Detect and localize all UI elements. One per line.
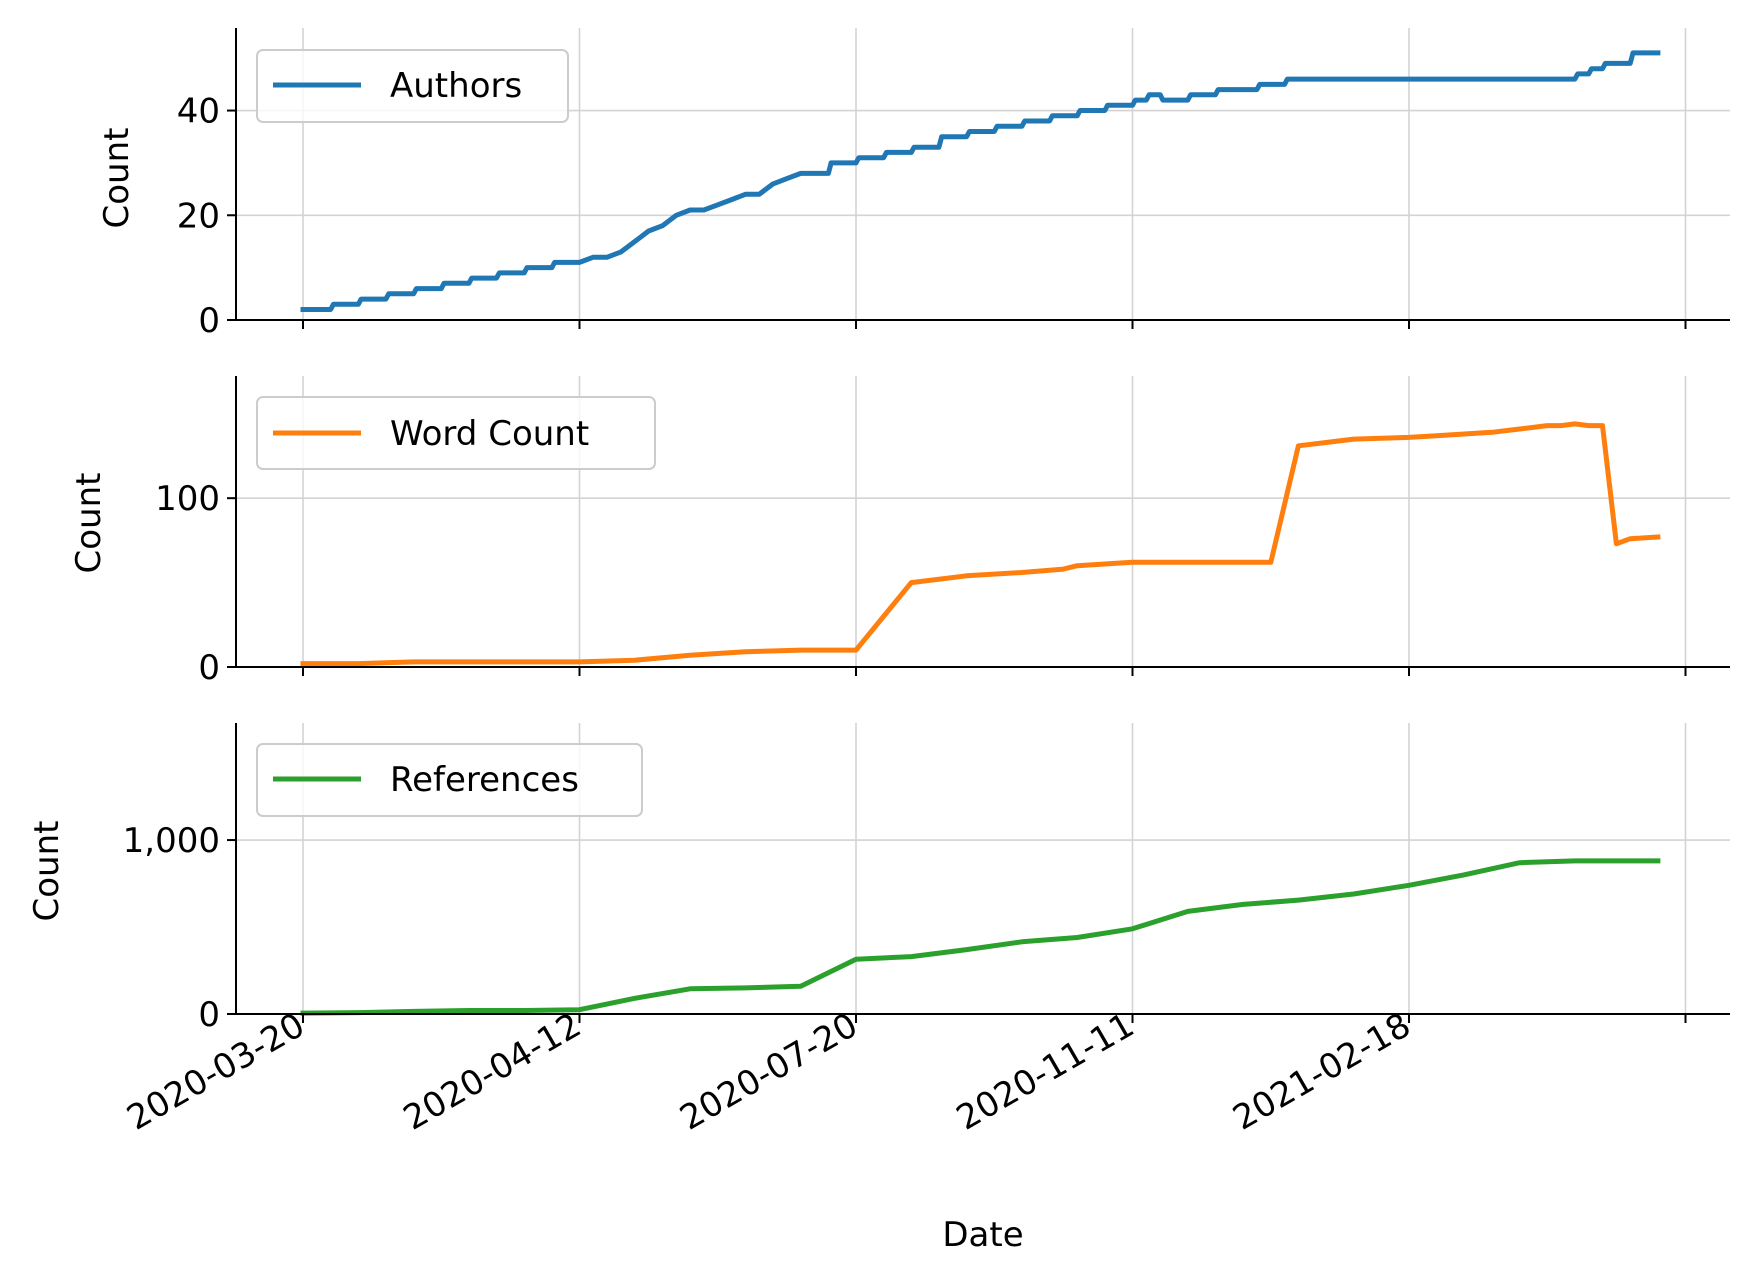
legend-label-authors: Authors <box>390 66 522 106</box>
series-line-references <box>300 858 1661 1016</box>
xticks-references <box>302 1014 1687 1023</box>
panel-references: 0 1,000 Count References <box>27 723 1730 1035</box>
legend-label-references: References <box>390 760 579 800</box>
series-authors <box>300 50 1661 312</box>
y-tick-label: 0 <box>198 648 220 688</box>
y-tick-label: 0 <box>198 301 220 341</box>
yticks-references: 0 1,000 <box>123 821 236 1035</box>
xticks-authors <box>302 320 1687 329</box>
panel-authors: 0 20 40 Count Authors <box>97 28 1730 341</box>
ylabel-references: Count <box>27 821 67 922</box>
legend-authors: Authors <box>256 49 569 123</box>
y-tick-label: 40 <box>177 92 220 132</box>
legend-label-word-count: Word Count <box>390 414 589 454</box>
yticks-word-count: 0 100 <box>155 479 236 688</box>
grid-authors <box>236 28 1730 320</box>
series-line-word-count <box>300 421 1661 667</box>
series-line-authors <box>300 50 1661 312</box>
legend-box-references <box>256 743 643 817</box>
yticks-authors: 0 20 40 <box>177 92 236 341</box>
series-word-count <box>300 421 1661 667</box>
legend-references: References <box>256 743 643 817</box>
y-tick-label: 0 <box>198 995 220 1035</box>
ylabel-word-count: Count <box>69 473 109 574</box>
y-tick-label: 20 <box>177 196 220 236</box>
x-axis-label: Date <box>942 1215 1023 1255</box>
panel-word-count: 0 100 Count Word Count <box>69 376 1730 688</box>
legend-word-count: Word Count <box>256 396 656 470</box>
legend-box-word-count <box>256 396 656 470</box>
y-tick-label: 1,000 <box>123 821 220 861</box>
ylabel-authors: Count <box>97 128 137 229</box>
legend-box-authors <box>256 49 569 123</box>
grid-references <box>236 723 1730 1014</box>
xticks-word-count <box>302 667 1687 676</box>
series-references <box>300 858 1661 1016</box>
y-tick-label: 100 <box>155 479 220 519</box>
